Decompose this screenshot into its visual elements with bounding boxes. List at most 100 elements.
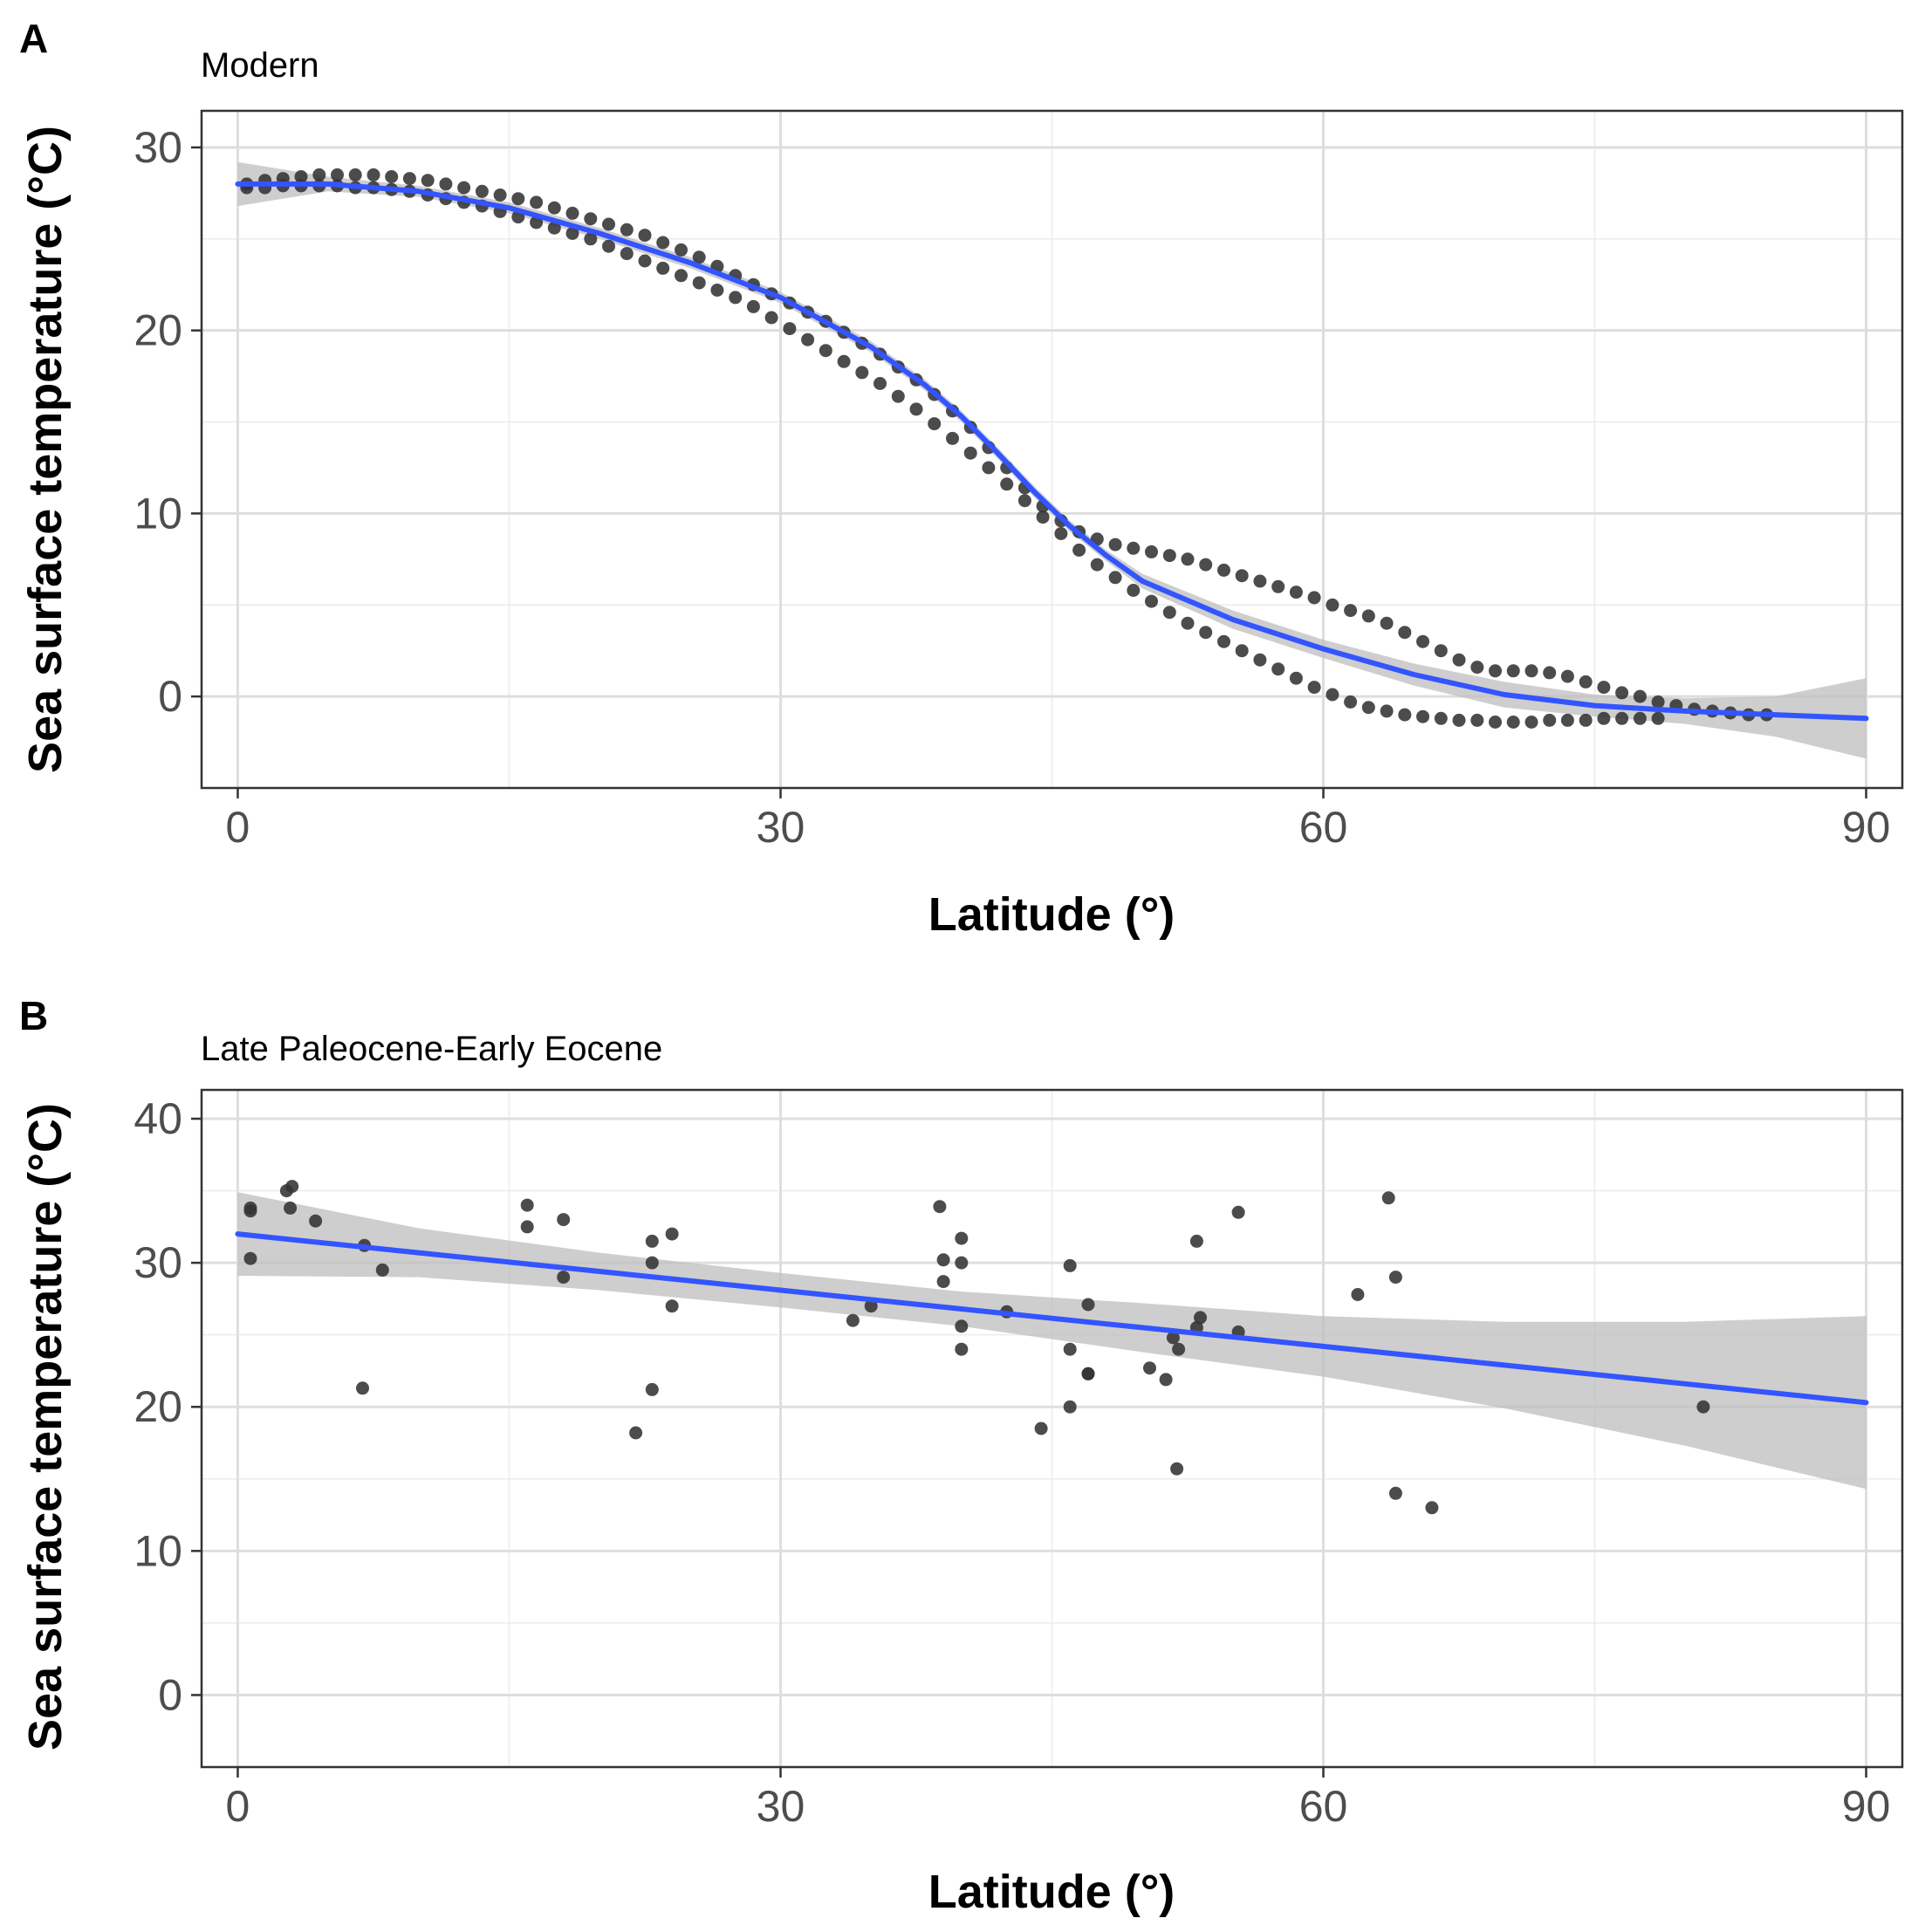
panel-b-data-point bbox=[645, 1256, 659, 1270]
panel-a-data-point bbox=[928, 417, 942, 431]
panel-a-data-point bbox=[1434, 711, 1448, 725]
panel-a-data-point bbox=[963, 446, 977, 460]
panel-b-data-point bbox=[936, 1275, 950, 1289]
panel-b-data-point bbox=[243, 1251, 257, 1265]
panel-b-y-tick-label: 10 bbox=[134, 1526, 182, 1575]
panel-a-data-point bbox=[1326, 598, 1339, 612]
panel-a-y-tick-label: 10 bbox=[134, 489, 182, 538]
panel-a-data-point bbox=[1326, 688, 1339, 702]
panel-a-data-point bbox=[783, 322, 797, 336]
panel-a-title: Modern bbox=[201, 46, 319, 85]
panel-b-fit-line bbox=[235, 1231, 1869, 1406]
panel-a-data-point bbox=[1543, 713, 1557, 727]
panel-b-data-point bbox=[284, 1201, 298, 1215]
panel-a-data-point bbox=[1072, 543, 1086, 557]
panel-b-data-point bbox=[1143, 1361, 1156, 1375]
panel-a-data-point bbox=[1307, 591, 1321, 605]
panel-a-x-tick-label: 60 bbox=[1299, 803, 1348, 852]
panel-b-data-point bbox=[665, 1299, 679, 1313]
panel-b-data-point bbox=[1388, 1271, 1402, 1285]
panel-b-data-point bbox=[1425, 1501, 1439, 1515]
panel-a-data-point bbox=[1524, 716, 1538, 729]
panel-a-data-point bbox=[584, 212, 598, 226]
panel-a-data-point bbox=[1416, 709, 1429, 723]
panel-a-data-point bbox=[1199, 626, 1213, 640]
panel-a-data-point bbox=[729, 291, 743, 305]
panel-a-data-point bbox=[1651, 711, 1665, 725]
panel-a-data-point bbox=[638, 254, 652, 268]
panel-b-data-point bbox=[1159, 1373, 1173, 1387]
panel-a-data-point bbox=[385, 170, 399, 183]
panel-a-data-point bbox=[675, 243, 688, 257]
panel-b-data-point bbox=[1063, 1258, 1077, 1272]
panel-a-data-point bbox=[1434, 644, 1448, 658]
panel-a-data-point bbox=[1307, 681, 1321, 695]
panel-a-data-point bbox=[1162, 549, 1176, 563]
panel-b-x-tick-label: 90 bbox=[1842, 1782, 1891, 1831]
panel-a-data-point bbox=[547, 221, 561, 235]
panel-a-data-point bbox=[1489, 664, 1502, 678]
panel-a-data-point bbox=[1615, 686, 1629, 700]
panel-a-data-point bbox=[1506, 664, 1520, 678]
panel-a-data-point bbox=[1597, 681, 1611, 695]
panel-a-data-point bbox=[946, 431, 959, 445]
panel-b-data-layer bbox=[235, 1180, 1869, 1515]
panel-a-data-point bbox=[511, 192, 525, 206]
panel-b-y-axis-title: Sea surface temperature (°C) bbox=[19, 1103, 72, 1750]
panel-a-data-point bbox=[565, 206, 579, 220]
panel-a-y-axis-title: Sea surface temperature (°C) bbox=[19, 126, 72, 773]
panel-a-data-point bbox=[1416, 634, 1429, 648]
panel-a-data-point bbox=[746, 299, 760, 313]
panel-a-data-point bbox=[692, 250, 706, 264]
panel-a-x-tick-label: 30 bbox=[757, 803, 805, 852]
panel-a-data-point bbox=[1145, 594, 1158, 608]
panel-a-data-point bbox=[1235, 644, 1249, 658]
panel-a-data-point bbox=[565, 227, 579, 240]
panel-a-data-point bbox=[1000, 477, 1014, 491]
panel-a-data-point bbox=[1579, 675, 1593, 689]
panel-a-plot-area: 0 30 60 90 0 10 20 30 bbox=[134, 109, 1904, 852]
panel-a-data-point bbox=[493, 188, 507, 202]
panel-a-data-point bbox=[819, 344, 832, 358]
panel-a-x-tick-label: 0 bbox=[226, 803, 250, 852]
panel-a-data-point bbox=[1108, 538, 1122, 552]
panel-a-data-point bbox=[547, 201, 561, 215]
panel-a-data-point bbox=[710, 284, 724, 297]
panel-a-data-point bbox=[909, 402, 923, 416]
panel-a-data-point bbox=[1560, 713, 1574, 727]
panel-b-y-tick-label: 0 bbox=[158, 1670, 182, 1719]
panel-a-data-point bbox=[656, 236, 670, 250]
panel-a-data-point bbox=[837, 354, 851, 368]
panel-a-data-point bbox=[1181, 552, 1195, 566]
panel-b-data-point bbox=[933, 1200, 947, 1214]
panel-a-data-point bbox=[1452, 713, 1466, 727]
panel-a-y-tick-label: 20 bbox=[134, 306, 182, 355]
panel-b-data-point bbox=[1696, 1400, 1710, 1414]
panel-a-data-point bbox=[1253, 574, 1267, 588]
panel-b-data-point bbox=[665, 1227, 679, 1241]
panel-a-data-point bbox=[1470, 713, 1484, 727]
panel-a: A Modern 0 30 60 90 0 10 20 30 Latitude (°) Sea… bbox=[19, 16, 1904, 941]
panel-a-data-point bbox=[764, 311, 778, 325]
panel-a-data-point bbox=[1380, 616, 1394, 630]
panel-b-data-point bbox=[1172, 1342, 1186, 1356]
panel-a-data-point bbox=[1361, 609, 1375, 623]
panel-a-data-point bbox=[1235, 569, 1249, 583]
panel-b-y-tick-label: 20 bbox=[134, 1382, 182, 1431]
panel-a-data-point bbox=[1380, 704, 1394, 718]
panel-a-data-point bbox=[1217, 634, 1230, 648]
panel-a-data-point bbox=[1651, 695, 1665, 709]
panel-a-data-point bbox=[584, 232, 598, 246]
panel-b-data-point bbox=[1034, 1422, 1048, 1435]
panel-a-data-point bbox=[801, 332, 815, 346]
panel-a-data-point bbox=[1108, 571, 1122, 585]
panel-b-data-point bbox=[1081, 1298, 1095, 1312]
panel-b-data-point bbox=[936, 1253, 950, 1267]
panel-a-data-point bbox=[1452, 653, 1466, 667]
panel-a-data-point bbox=[439, 177, 453, 191]
panel-a-data-point bbox=[1271, 579, 1285, 593]
panel-b-data-point bbox=[375, 1263, 389, 1277]
panel-b-data-point bbox=[557, 1271, 571, 1285]
panel-b-data-point bbox=[955, 1342, 969, 1356]
